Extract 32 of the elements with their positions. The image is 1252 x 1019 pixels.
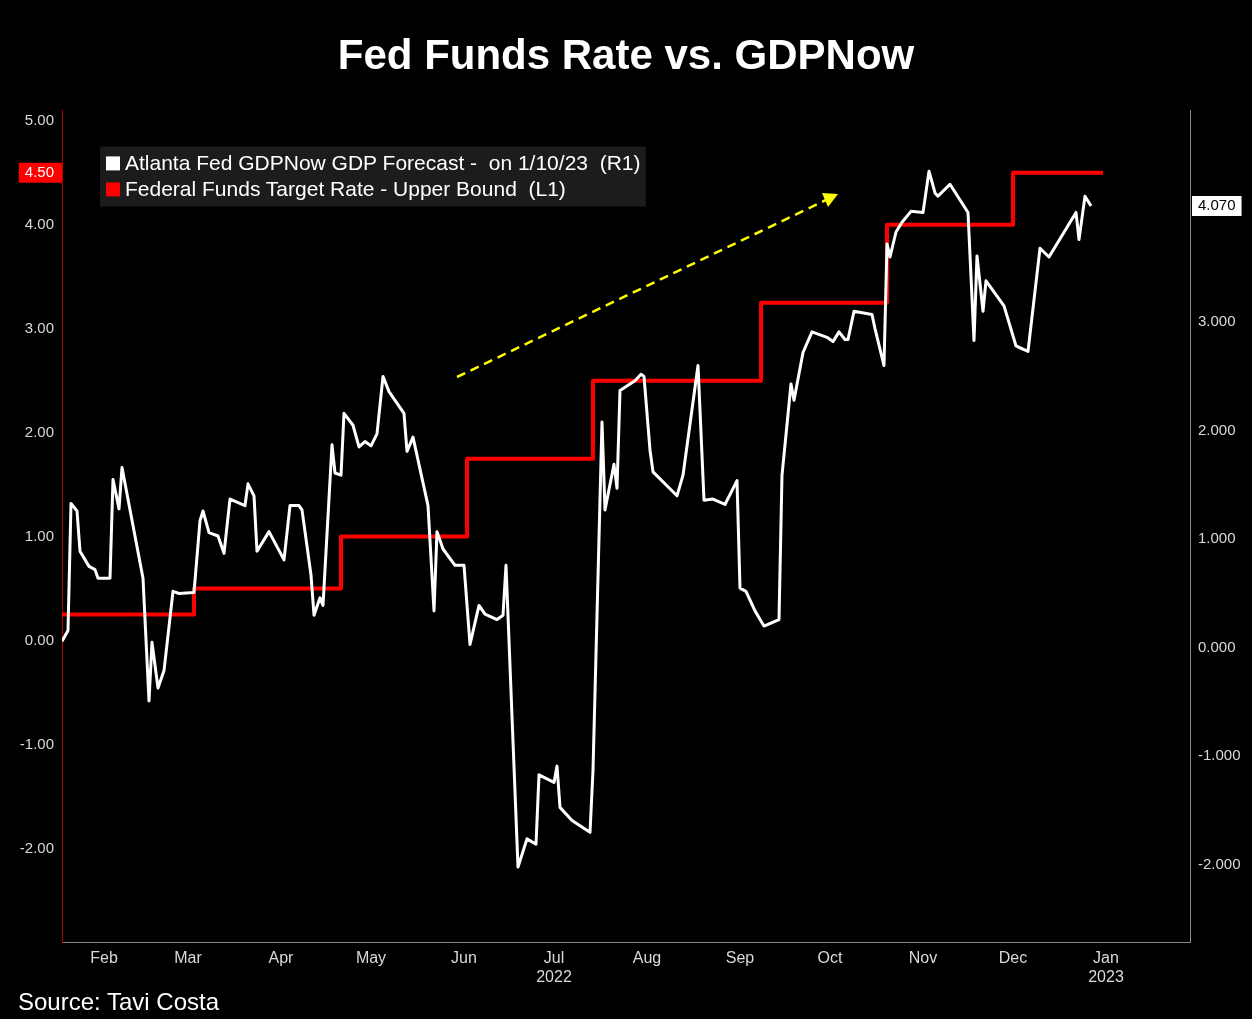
- x-tick-label: Mar: [174, 949, 203, 967]
- x-tick-label: May: [355, 949, 387, 967]
- y2-tick-label: -1.000: [1198, 746, 1241, 764]
- x-tick-label: Feb: [90, 949, 118, 967]
- source-note: Source: Tavi Costa: [18, 987, 220, 1015]
- x-tick-label: Aug: [632, 949, 662, 967]
- y-tick-label: 4.00: [24, 214, 54, 232]
- y-tick-label: 1.00: [24, 526, 54, 544]
- x-tick-label: Jun: [451, 949, 477, 967]
- x-tick-label: Oct: [817, 949, 843, 967]
- legend-label: Federal Funds Target Rate - Upper Bound (L1): [125, 177, 566, 201]
- y-tick-label: -1.00: [19, 734, 54, 752]
- y-tick-label: 0.00: [24, 630, 54, 648]
- x-tick-label: Jan 2023: [1088, 949, 1124, 986]
- y-tick-label: 4.50: [24, 162, 54, 180]
- y2-tick-label: 2.000: [1198, 420, 1236, 438]
- y2-tick-label: 1.000: [1198, 529, 1236, 547]
- y2-tick-label: 3.000: [1198, 312, 1236, 330]
- x-tick-label: Sep: [725, 949, 755, 967]
- x-tick-label: Nov: [908, 949, 938, 967]
- x-tick-label: Dec: [998, 949, 1028, 967]
- y-tick-label: 2.00: [24, 422, 54, 440]
- x-tick-label: Jul 2022: [536, 949, 572, 986]
- chart-title: Fed Funds Rate vs. GDPNow: [337, 30, 915, 78]
- y2-tick-label: -2.000: [1198, 855, 1241, 873]
- y-tick-label: 3.00: [24, 318, 54, 336]
- y2-tick-label: 4.070: [1198, 196, 1236, 214]
- legend-label: Atlanta Fed GDPNow GDP Forecast - on 1/10/23 (R1): [125, 151, 641, 175]
- y2-tick-label: 0.000: [1198, 637, 1236, 655]
- y-tick-label: 5.00: [24, 110, 54, 128]
- y-tick-label: -2.00: [19, 838, 54, 856]
- x-tick-label: Apr: [268, 949, 295, 967]
